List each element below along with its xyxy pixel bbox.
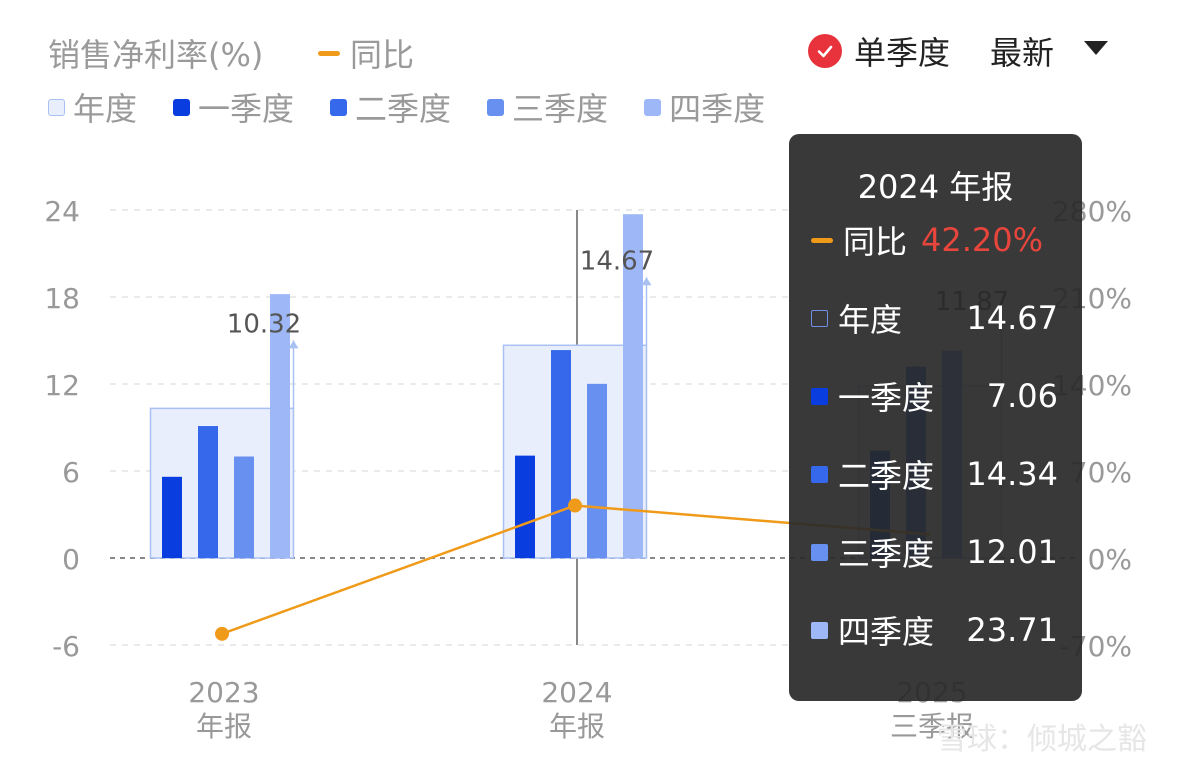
series-legend: 年度 一季度 二季度 三季度 四季度 — [48, 84, 801, 130]
legend-label: 年度 — [73, 90, 138, 128]
annual-marker-arrow — [641, 277, 652, 286]
tooltip-title: 2024 年报 — [857, 168, 1014, 206]
tooltip-row-value: 14.67 — [966, 299, 1058, 337]
y-tick-label: 12 — [44, 369, 80, 402]
tooltip-annual-swatch — [811, 309, 828, 327]
chart-title: 销售净利率(%) — [48, 36, 264, 74]
x-tick-sublabel: 三季报 — [890, 710, 974, 743]
tooltip-row-value: 7.06 — [986, 377, 1058, 415]
legend-label: 二季度 — [355, 90, 452, 128]
legend-swatch-q4 — [644, 98, 662, 116]
yoy-point — [215, 626, 229, 641]
yoy-legend-label: 同比 — [350, 36, 415, 74]
y-tick-label: 24 — [44, 195, 80, 228]
tooltip-row-q2: 二季度 14.34 — [811, 452, 1058, 496]
legend-label: 四季度 — [669, 90, 766, 128]
annual-data-label: 14.67 — [580, 246, 654, 276]
y-right-tick-label: 0% — [1088, 543, 1132, 576]
tooltip-q2-swatch — [811, 465, 828, 483]
y-tick-label: -6 — [52, 630, 80, 663]
tooltip-row-value: 12.01 — [966, 533, 1058, 571]
y-tick-label: 0 — [62, 543, 80, 576]
bar-2 — [198, 426, 218, 558]
dropdown-triangle-icon[interactable] — [1084, 41, 1109, 55]
tooltip-row-label: 同比 — [843, 223, 908, 261]
tooltip-row-label: 二季度 — [838, 457, 935, 495]
tooltip-q3-swatch — [811, 543, 828, 561]
tooltip-row-value: 42.20% — [921, 221, 1044, 259]
tooltip-yoy-swatch — [811, 237, 833, 243]
tooltip-row-q1: 一季度 7.06 — [811, 374, 1058, 418]
tooltip-row-label: 年度 — [838, 301, 903, 339]
single-quarter-toggle[interactable]: 单季度 — [854, 34, 951, 72]
tooltip-q1-swatch — [811, 387, 828, 405]
legend-item-q4[interactable]: 四季度 — [644, 84, 765, 130]
legend-swatch-q3 — [487, 98, 505, 116]
x-tick-sublabel: 年报 — [549, 710, 605, 743]
yoy-point — [568, 498, 582, 513]
y-tick-label: 18 — [44, 282, 80, 315]
tooltip-row-value: 23.71 — [966, 611, 1058, 649]
legend-swatch-q2 — [330, 98, 348, 116]
watermark: 雪球：倾城之豁 — [937, 722, 1147, 757]
tooltip-row-q4: 四季度 23.71 — [811, 608, 1058, 652]
period-controls: 单季度 最新 — [808, 28, 1109, 74]
bar-3 — [587, 383, 607, 558]
annual-marker-arrow — [288, 340, 299, 349]
x-tick-sublabel: 年报 — [196, 710, 252, 743]
tooltip-row-label: 四季度 — [838, 613, 935, 651]
legend-item-q1[interactable]: 一季度 — [173, 84, 294, 130]
bar-2 — [551, 350, 571, 558]
bar-4 — [623, 214, 643, 558]
bar-3 — [234, 456, 254, 558]
yoy-legend[interactable]: 同比 — [318, 30, 414, 76]
tooltip-row-label: 一季度 — [838, 379, 935, 417]
tooltip-row-q3: 三季度 12.01 — [811, 530, 1058, 574]
legend-swatch-q1 — [173, 98, 191, 116]
legend-item-q2[interactable]: 二季度 — [330, 84, 451, 130]
yoy-line-swatch — [318, 50, 340, 56]
legend-label: 三季度 — [512, 90, 609, 128]
x-tick-label: 2024 — [541, 676, 612, 709]
legend-item-annual[interactable]: 年度 — [48, 84, 137, 130]
bar-4 — [270, 294, 290, 558]
legend-item-q3[interactable]: 三季度 — [487, 84, 608, 130]
legend-swatch-annual — [48, 98, 65, 116]
tooltip-row-annual: 年度 14.67 — [811, 296, 1058, 340]
annual-data-label: 10.32 — [227, 309, 301, 339]
bar-1 — [162, 476, 182, 558]
bar-1 — [515, 455, 535, 558]
checkmark-icon[interactable] — [808, 34, 842, 68]
x-tick-label: 2023 — [188, 676, 259, 709]
y-tick-label: 6 — [62, 456, 80, 489]
tooltip-row-label: 三季度 — [838, 535, 935, 573]
tooltip-q4-swatch — [811, 621, 828, 639]
tooltip-row-value: 14.34 — [966, 455, 1058, 493]
sort-select[interactable]: 最新 — [990, 34, 1055, 72]
tooltip-row-yoy: 同比 42.20% — [811, 218, 1058, 262]
data-tooltip: 2024 年报 同比 42.20% 年度 14.67 一季度 7.06 二季度 … — [789, 134, 1082, 701]
legend-label: 一季度 — [198, 90, 295, 128]
